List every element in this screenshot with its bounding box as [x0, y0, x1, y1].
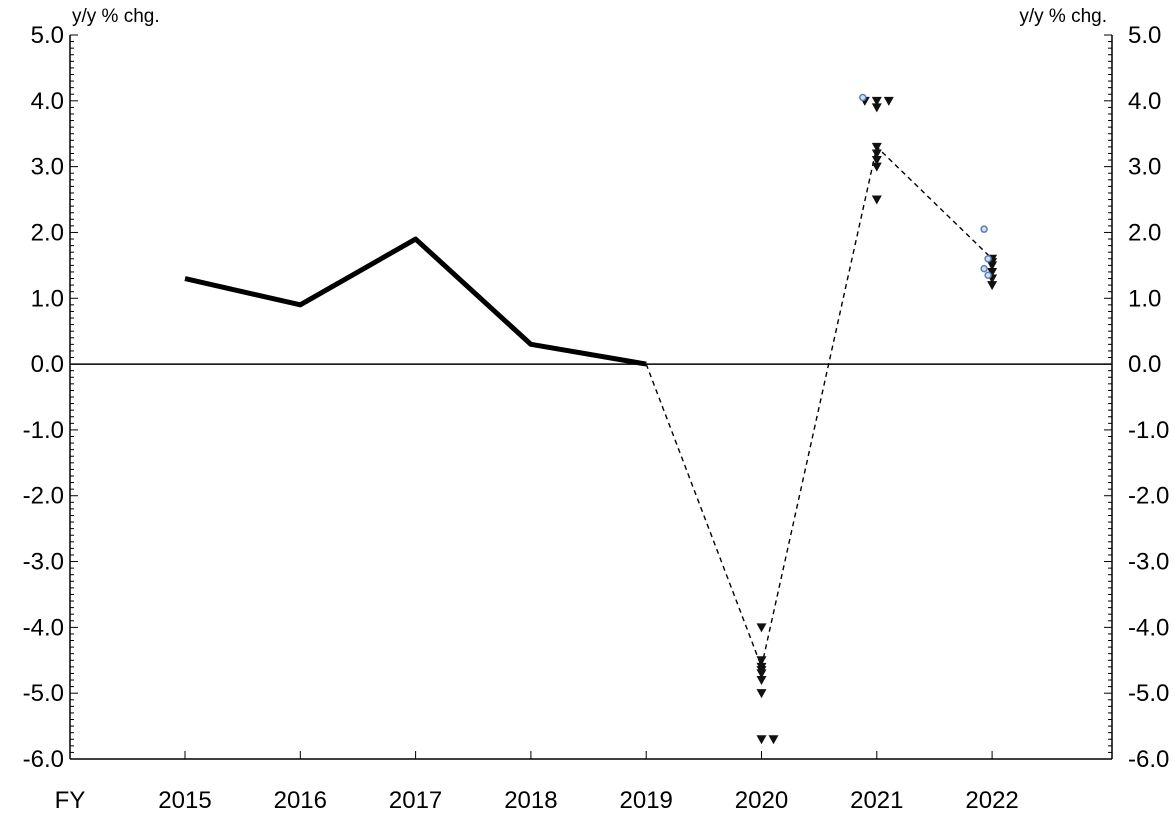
forecast-triangle-marker — [756, 669, 767, 679]
y-tick-label-left: 5.0 — [31, 22, 64, 49]
marker-layer — [756, 93, 998, 745]
axes — [69, 34, 1113, 760]
y-tick-label-right: 4.0 — [1128, 88, 1161, 115]
y-tick-label-left: -4.0 — [23, 614, 64, 641]
y-tick-label-left: 3.0 — [31, 154, 64, 181]
x-tick-label: 2017 — [389, 787, 442, 814]
x-axis-prefix: FY — [55, 787, 86, 814]
forecast-triangle-marker — [987, 261, 998, 271]
y-tick-label-right: 3.0 — [1128, 154, 1161, 181]
y-tick-label-left: 4.0 — [31, 88, 64, 115]
y-tick-label-right: -1.0 — [1128, 417, 1169, 444]
y-tick-label-right: 0.0 — [1128, 351, 1161, 378]
forecast-triangle-marker — [756, 735, 767, 745]
forecast-triangle-marker — [883, 96, 894, 106]
forecast-triangle-marker — [871, 149, 882, 159]
y-axis-label-left: y/y % chg. — [72, 6, 160, 27]
y-tick-label-right: 2.0 — [1128, 219, 1161, 246]
x-tick-label: 2015 — [158, 787, 211, 814]
y-tick-label-left: -3.0 — [23, 549, 64, 576]
y-tick-label-left: 2.0 — [31, 219, 64, 246]
forecast-circle-marker — [984, 255, 992, 263]
actual-series-line — [184, 236, 647, 367]
forecast-circle-marker — [980, 225, 988, 233]
forecast-triangle-marker — [871, 142, 882, 152]
x-tick-label: 2019 — [620, 787, 673, 814]
y-tick-label-right: -3.0 — [1128, 549, 1169, 576]
y-tick-label-right: 5.0 — [1128, 22, 1161, 49]
forecast-circle-marker — [859, 93, 867, 102]
y-tick-label-left: -5.0 — [23, 680, 64, 707]
y-tick-label-right: -6.0 — [1128, 746, 1169, 773]
forecast-triangle-marker — [756, 656, 767, 666]
y-axis-label-right: y/y % chg. — [1019, 6, 1107, 27]
forecast-triangle-marker — [756, 676, 767, 686]
forecast-triangle-marker — [871, 103, 882, 113]
y-tick-label-right: -4.0 — [1128, 614, 1169, 641]
y-tick-label-right: -2.0 — [1128, 483, 1169, 510]
forecast-triangle-marker — [768, 735, 779, 745]
forecast-triangle-marker — [871, 96, 882, 106]
forecast-triangle-marker — [987, 281, 998, 291]
y-tick-label-left: -2.0 — [23, 483, 64, 510]
forecast-median-line — [645, 146, 993, 668]
forecast-triangle-marker — [871, 156, 882, 166]
y-tick-label-left: 1.0 — [31, 285, 64, 312]
forecast-circle-marker — [980, 264, 988, 273]
forecast-triangle-marker — [871, 195, 882, 205]
x-tick-label: 2020 — [735, 787, 788, 814]
series-layer — [184, 146, 993, 668]
y-tick-label-left: 0.0 — [31, 351, 64, 378]
y-tick-label-left: -6.0 — [23, 746, 64, 773]
y-tick-label-right: 1.0 — [1128, 285, 1161, 312]
forecast-triangle-marker — [987, 267, 998, 277]
forecast-circle-marker — [984, 271, 992, 279]
forecast-triangle-marker — [871, 162, 882, 172]
x-tick-label: 2018 — [504, 787, 557, 814]
labels: y/y % chg. y/y % chg. FY 5.0 5.0 4.0 4.0 3.0… — [23, 6, 1170, 814]
forecast-triangle-marker — [756, 689, 767, 699]
x-tick-label: 2022 — [965, 787, 1018, 814]
x-tick-label: 2021 — [850, 787, 903, 814]
x-tick-label: 2016 — [274, 787, 327, 814]
y-tick-label-right: -5.0 — [1128, 680, 1169, 707]
forecast-triangle-marker — [756, 623, 767, 633]
y-tick-label-left: -1.0 — [23, 417, 64, 444]
